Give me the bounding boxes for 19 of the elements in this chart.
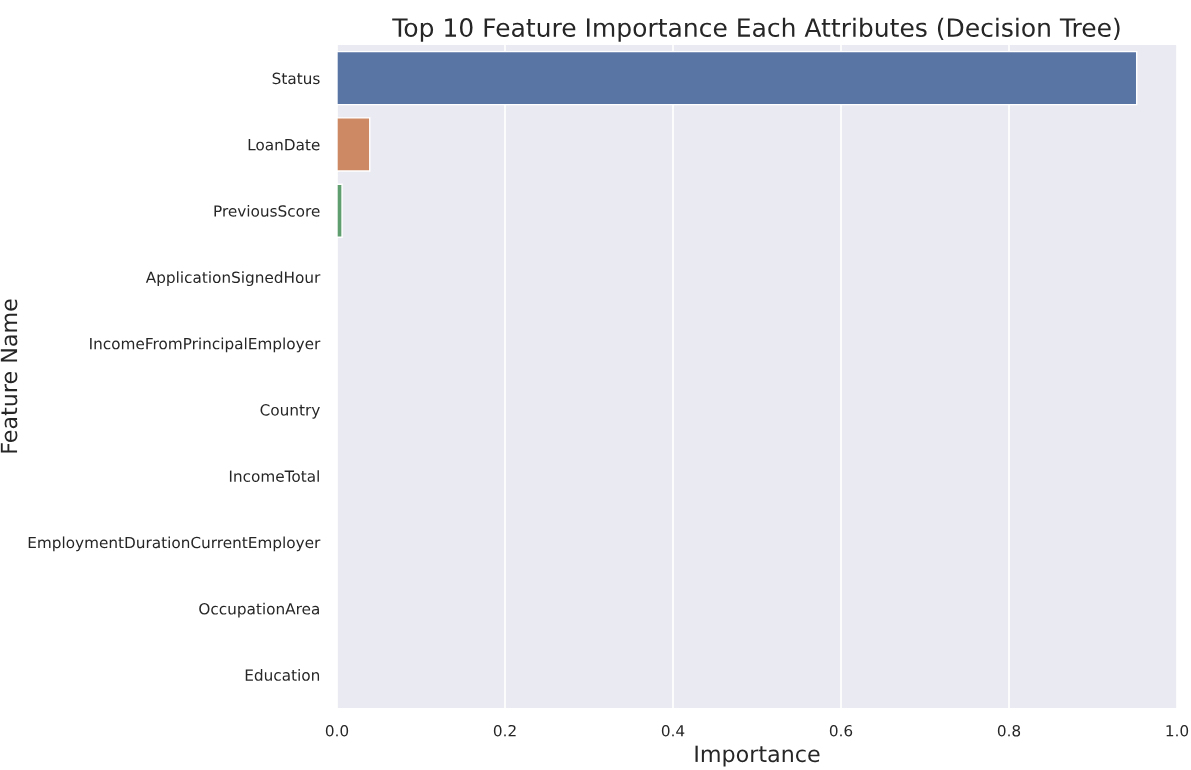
y-tick-label: OccupationArea xyxy=(199,602,319,618)
y-tick-label: IncomeFromPrincipalEmployer xyxy=(90,337,321,353)
y-tick-label: Education xyxy=(245,669,320,681)
y-tick-label: Country xyxy=(260,404,320,419)
x-tick-label: 0.0 xyxy=(325,724,349,737)
y-axis-title: Feature Name xyxy=(0,299,18,453)
y-tick-label: PreviousScore xyxy=(214,204,320,217)
chart-title: Top 10 Feature Importance Each Attributes (Decision Tree) xyxy=(392,17,1120,42)
x-tick-label: 0.8 xyxy=(997,724,1021,737)
x-tick-label: 0.6 xyxy=(829,724,853,737)
y-tick-label: IncomeTotal xyxy=(229,470,319,482)
x-axis-title: Importance xyxy=(695,745,820,767)
y-tick-label: LoanDate xyxy=(248,139,320,151)
x-tick-label: 0.4 xyxy=(661,724,685,737)
x-tick-label: 1.0 xyxy=(1166,724,1189,737)
x-tick-label: 0.2 xyxy=(493,724,516,737)
y-tick-label: ApplicationSignedHour xyxy=(145,271,321,287)
y-tick-label: Status xyxy=(272,72,320,85)
y-tick-label: EmploymentDurationCurrentEmployer xyxy=(28,536,321,552)
